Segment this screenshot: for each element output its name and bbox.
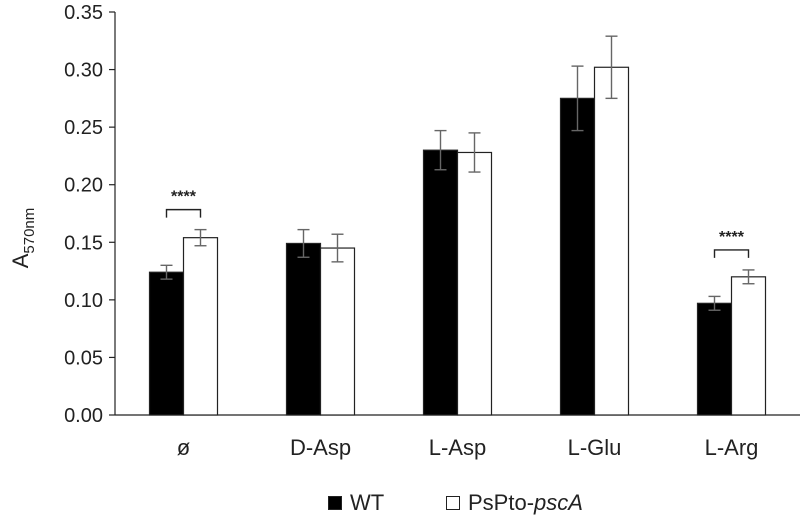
- y-axis-label: A570nm: [8, 208, 38, 269]
- legend-label-mutant: PsPto-pscA: [468, 490, 583, 516]
- error-bars-group: [160, 35, 755, 311]
- legend-swatch-wt: [328, 496, 342, 510]
- bar-mutant: [456, 151, 493, 416]
- y-tick-label: 0.10: [64, 290, 103, 312]
- bar-mutant: [730, 276, 767, 416]
- significance-label: ****: [719, 229, 745, 246]
- y-axis-label-sub: 570nm: [21, 208, 38, 254]
- bar-mutant: [182, 237, 219, 416]
- bars-group: [148, 66, 767, 416]
- y-tick-label: 0.05: [64, 347, 103, 369]
- x-tick-label: L-Asp: [429, 435, 486, 460]
- bar-wt: [559, 97, 596, 416]
- legend-item-wt: WT: [328, 488, 384, 518]
- x-tick-label: D-Asp: [290, 435, 351, 460]
- bar-wt: [285, 242, 322, 416]
- legend-label-wt: WT: [350, 490, 385, 515]
- legend-label-mutant-italic: pscA: [534, 490, 583, 515]
- bar-wt: [148, 271, 185, 416]
- y-tick-label: 0.00: [64, 405, 103, 427]
- x-tick-label: ø: [177, 435, 190, 460]
- significance-label: ****: [171, 189, 197, 206]
- legend: WT PsPto-pscA: [0, 488, 800, 518]
- legend-label-mutant-prefix: PsPto-: [468, 490, 535, 515]
- y-tick-label: 0.20: [64, 175, 103, 197]
- x-tick-label: L-Arg: [705, 435, 759, 460]
- y-axis: 0.00 0.05 0.10 0.15 0.20 0.25 0.30 0.35: [64, 2, 116, 427]
- bar-wt: [696, 302, 733, 416]
- bar-wt: [422, 149, 459, 416]
- significance-group: **** ****: [165, 189, 750, 258]
- bar-mutant: [593, 66, 630, 416]
- bar-chart: 0.00 0.05 0.10 0.15 0.20 0.25 0.30 0.35 ø D-Asp L…: [8, 2, 800, 460]
- bar-mutant: [319, 247, 356, 416]
- significance-bracket: [713, 249, 750, 258]
- legend-swatch-mutant: [446, 496, 460, 510]
- significance-bracket: [165, 208, 202, 218]
- y-axis-label-main: A: [8, 253, 33, 268]
- y-tick-label: 0.30: [64, 60, 103, 82]
- x-tick-label: L-Glu: [568, 435, 622, 460]
- y-tick-label: 0.35: [64, 2, 103, 24]
- legend-item-mutant: PsPto-pscA: [446, 488, 583, 518]
- x-axis: ø D-Asp L-Asp L-Glu L-Arg: [115, 414, 800, 460]
- y-tick-label: 0.15: [64, 232, 103, 254]
- y-tick-label: 0.25: [64, 117, 103, 139]
